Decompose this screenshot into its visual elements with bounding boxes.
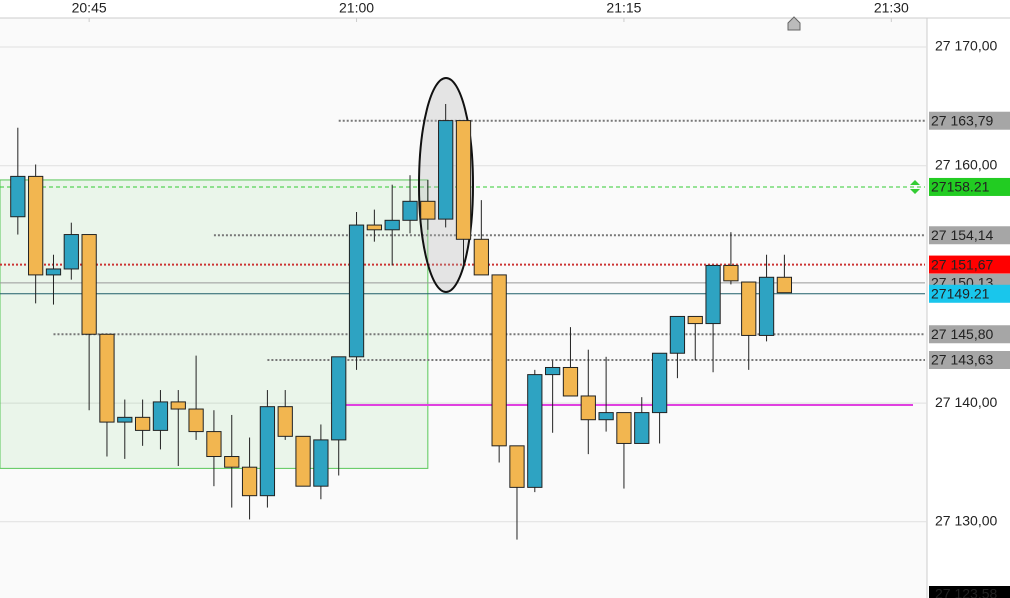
- candle-body: [313, 439, 329, 487]
- y-tick-label: 27 140,00: [935, 394, 997, 410]
- candle-body: [28, 175, 44, 276]
- candle-body: [259, 406, 276, 497]
- candle-body: [420, 200, 436, 220]
- level-label-box: [929, 255, 1010, 274]
- candle-body: [723, 264, 739, 282]
- level-label-box: [929, 351, 1010, 370]
- level-label-box: [929, 177, 1010, 196]
- candle-body: [170, 401, 186, 410]
- candle-body: [527, 374, 543, 488]
- candle-body: [545, 366, 561, 376]
- level-label: 27 163,79: [931, 112, 993, 128]
- candle-body: [45, 268, 62, 276]
- candle-body: [562, 366, 579, 397]
- x-tick-label: 20:45: [72, 0, 107, 16]
- candle-body: [224, 456, 240, 468]
- y-tick-label: 27 130,00: [935, 512, 997, 528]
- level-label-box: [929, 111, 1010, 130]
- candle-body: [491, 274, 507, 447]
- candle-body: [669, 315, 686, 354]
- level-label: 27 145,80: [931, 326, 993, 342]
- candle-body: [99, 333, 115, 423]
- candle-body: [776, 276, 793, 294]
- candle-body: [580, 395, 596, 421]
- candle-body: [206, 431, 222, 458]
- level-label-box: [929, 226, 1010, 245]
- candle-body: [705, 264, 721, 325]
- level-label: 27158.21: [931, 179, 990, 195]
- level-handle[interactable]: [910, 179, 920, 194]
- x-tick-label: 21:00: [339, 0, 374, 16]
- level-label: 27 143,63: [931, 352, 993, 368]
- level-label: 27 154,14: [931, 227, 993, 243]
- candle-body: [331, 356, 347, 441]
- candle-body: [651, 352, 668, 414]
- candle-body: [277, 406, 293, 437]
- x-tick-label: 21:30: [874, 0, 909, 16]
- candle-body: [384, 219, 400, 231]
- candle-body: [10, 175, 26, 218]
- candle-body: [616, 412, 632, 444]
- candle-body: [134, 416, 151, 431]
- candle-body: [81, 234, 97, 335]
- candle-body: [509, 445, 525, 488]
- candle-body: [152, 401, 169, 431]
- candle-body: [117, 416, 133, 423]
- candle-body: [598, 412, 614, 421]
- candle-body: [741, 281, 757, 336]
- candle-body: [348, 224, 365, 358]
- candle-body: [438, 120, 454, 220]
- level-label: 27149.21: [931, 285, 990, 301]
- candle-body: [455, 120, 472, 240]
- x-tick-label: 21:15: [606, 0, 641, 16]
- y-tick-label: 27 170,00: [935, 38, 997, 54]
- candle-body: [241, 466, 258, 497]
- cursor-label: 27 123,58: [935, 586, 997, 598]
- candle-body: [634, 412, 650, 444]
- candle-body: [366, 224, 382, 231]
- candle-body: [687, 315, 703, 325]
- candle-body: [188, 408, 204, 433]
- level-label-box: [929, 284, 1010, 303]
- candle-body: [295, 435, 311, 487]
- home-icon[interactable]: [787, 16, 801, 31]
- cursor-label-box: [929, 586, 1010, 598]
- candle-body: [63, 234, 79, 270]
- candle-body: [758, 276, 775, 336]
- candle-body: [402, 200, 418, 221]
- y-tick-label: 27 160,00: [935, 156, 997, 172]
- candle-body: [473, 238, 489, 276]
- level-label-box: [929, 325, 1010, 344]
- level-label: 27 151,67: [931, 256, 993, 272]
